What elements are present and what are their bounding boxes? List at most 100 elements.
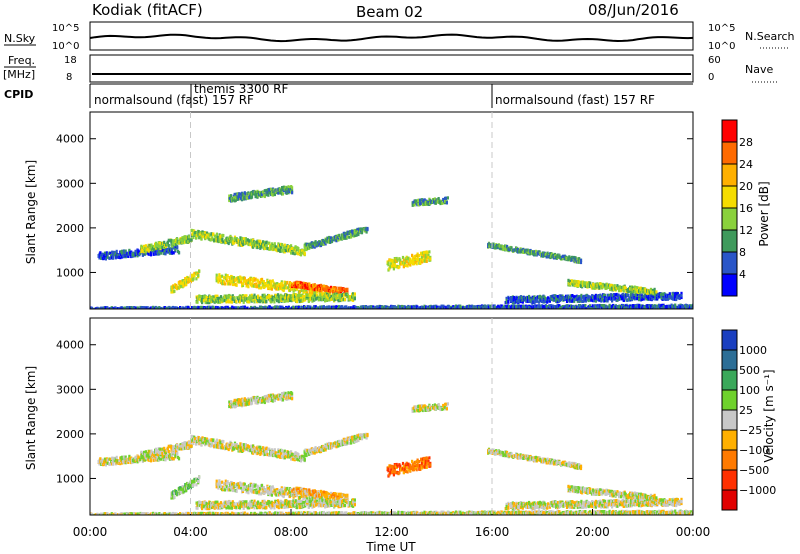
echo-cell — [148, 310, 150, 313]
echo-cell — [203, 297, 206, 301]
nsky-tick-top: 10^5 — [52, 23, 79, 34]
echo-cell — [149, 253, 153, 257]
echo-cell — [221, 274, 224, 278]
echo-cell — [403, 262, 406, 266]
echo-cell — [199, 234, 202, 239]
echo-cell — [393, 262, 396, 266]
echo-cell — [342, 287, 345, 291]
echo-cell — [128, 248, 131, 252]
echo-cell — [582, 299, 585, 303]
echo-cell — [291, 251, 294, 255]
echo-cell — [584, 284, 587, 288]
echo-cell — [235, 299, 238, 303]
echo-cell — [297, 282, 300, 286]
echo-cell — [619, 285, 622, 289]
echo-cell — [427, 254, 430, 258]
echo-cell — [599, 293, 602, 297]
echo-cell — [555, 297, 558, 301]
echo-cell — [159, 251, 163, 255]
echo-cell — [606, 299, 609, 303]
echo-cell — [172, 251, 175, 255]
echo-cell — [243, 276, 246, 280]
echo-cell — [245, 284, 248, 288]
echo-cell — [616, 298, 619, 302]
echo-cell — [561, 256, 565, 260]
echo-cell — [444, 199, 447, 203]
echo-cell — [289, 188, 292, 192]
echo-cell — [269, 297, 272, 302]
echo-cell — [277, 242, 280, 246]
echo-cell — [229, 296, 233, 300]
echo-cell — [632, 287, 635, 291]
echo-cell — [419, 261, 422, 265]
echo-cell — [313, 245, 316, 249]
echo-cell — [208, 233, 211, 237]
echo-cell — [275, 287, 278, 291]
echo-cell — [390, 262, 393, 266]
echo-cell — [250, 284, 254, 288]
echo-cell — [157, 309, 159, 312]
echo-cell — [402, 265, 405, 269]
echo-cell — [196, 300, 199, 304]
echo-cell — [339, 297, 342, 302]
echo-cell — [194, 309, 196, 312]
echo-cell — [308, 282, 311, 286]
echo-cell — [352, 294, 355, 298]
echo-cell — [350, 235, 353, 239]
echo-cell — [154, 244, 158, 249]
echo-cell — [218, 296, 221, 300]
echo-cell — [281, 297, 284, 301]
echo-cell — [221, 306, 224, 309]
echo-cell — [309, 297, 312, 301]
echo-cell — [117, 310, 119, 313]
echo-cell — [337, 291, 340, 295]
echo-cell — [586, 294, 589, 298]
echo-cell — [544, 299, 547, 303]
echo-cell — [143, 247, 147, 251]
echo-cell — [227, 309, 229, 312]
echo-cell — [437, 197, 440, 201]
echo-cell — [618, 294, 621, 298]
echo-cell — [187, 306, 190, 309]
echo-cell — [105, 310, 107, 313]
echo-cell — [271, 279, 274, 283]
echo-cell — [101, 306, 104, 309]
echo-cell — [109, 251, 112, 255]
echo-cell — [182, 283, 185, 287]
echo-cell — [289, 282, 292, 286]
echo-cell — [195, 236, 198, 240]
echo-cell — [252, 276, 255, 281]
echo-cell — [173, 309, 175, 312]
echo-cell — [220, 279, 223, 283]
echo-cell — [353, 292, 356, 296]
echo-cell — [97, 309, 99, 312]
echo-cell — [284, 245, 287, 249]
echo-cell — [222, 240, 225, 244]
echo-cell — [507, 300, 510, 304]
echo-cell — [598, 284, 601, 288]
echo-cell — [356, 228, 359, 232]
echo-cell — [221, 299, 224, 303]
echo-cell — [106, 310, 108, 313]
echo-cell — [109, 309, 111, 312]
echo-cell — [205, 231, 209, 235]
echo-cell — [198, 269, 201, 273]
echo-cell — [216, 309, 218, 312]
echo-cell — [427, 255, 430, 260]
echo-cell — [263, 194, 266, 198]
echo-cell — [675, 297, 678, 302]
echo-cell — [230, 280, 233, 284]
echo-cell — [95, 310, 97, 313]
echo-cell — [655, 294, 658, 298]
echo-cell — [219, 300, 222, 304]
echo-cell — [210, 232, 213, 236]
echo-cell — [388, 306, 391, 309]
echo-cell — [654, 297, 657, 301]
echo-cell — [187, 280, 190, 284]
echo-cell — [156, 250, 159, 254]
echo-cell — [295, 285, 298, 289]
echo-cell — [360, 227, 364, 231]
echo-cell — [163, 240, 166, 244]
echo-cell — [253, 293, 256, 297]
echo-cell — [402, 258, 405, 262]
